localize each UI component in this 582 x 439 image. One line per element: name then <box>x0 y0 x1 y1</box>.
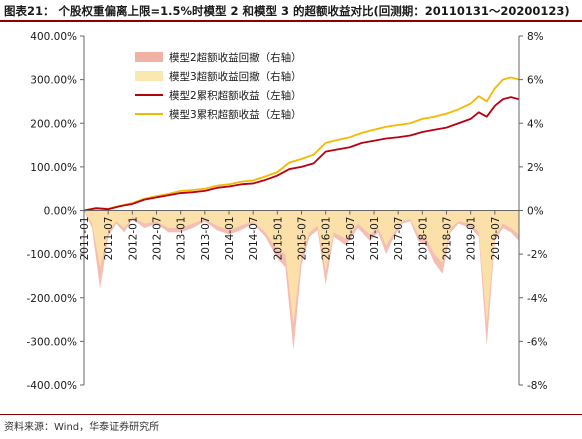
left-tick-label: -300.00% <box>26 336 77 348</box>
right-tick-label: -2% <box>527 249 547 261</box>
model3-drawdown-area <box>84 210 519 324</box>
x-tick-label: 2013-07 <box>200 217 212 261</box>
left-tick-label: -200.00% <box>26 293 77 305</box>
chart-header: 图表21： 个股权重偏离上限=1.5%时模型 2 和模型 3 的超额收益对比(回… <box>0 0 582 24</box>
x-tick-label: 2014-01 <box>224 217 236 261</box>
model3-cumulative-line <box>83 76 520 212</box>
left-tick-label: 200.00% <box>30 118 77 130</box>
left-tick-label: -400.00% <box>26 380 77 392</box>
right-tick-label: -4% <box>527 293 547 305</box>
model2-cumulative-line <box>83 96 520 212</box>
right-tick-label: 2% <box>527 162 544 174</box>
x-tick-label: 2018-01 <box>417 217 429 261</box>
legend-label: 模型2累积超额收益（左轴） <box>169 89 302 102</box>
x-tick-label: 2018-07 <box>442 217 454 261</box>
x-tick-label: 2011-07 <box>103 217 115 261</box>
right-tick-label: 8% <box>527 31 544 43</box>
legend-label: 模型3超额收益回撤（右轴） <box>169 70 302 83</box>
right-tick-label: 6% <box>527 75 544 87</box>
right-tick-label: -8% <box>527 380 547 392</box>
x-tick-label: 2012-01 <box>127 217 139 261</box>
x-tick-label: 2015-07 <box>297 217 309 261</box>
left-tick-label: 300.00% <box>30 75 77 87</box>
x-tick-label: 2011-01 <box>79 217 91 261</box>
x-tick-label: 2017-07 <box>393 217 405 261</box>
x-tick-label: 2017-01 <box>369 217 381 261</box>
right-tick-label: 0% <box>527 206 544 218</box>
x-tick-label: 2016-01 <box>321 217 333 261</box>
title-divider <box>0 20 582 22</box>
legend-label: 模型3累积超额收益（左轴） <box>169 108 302 121</box>
x-tick-label: 2014-07 <box>248 217 260 261</box>
chart-title: 图表21： 个股权重偏离上限=1.5%时模型 2 和模型 3 的超额收益对比(回… <box>4 4 570 18</box>
x-tick-label: 2016-07 <box>345 217 357 261</box>
left-tick-label: 0.00% <box>44 206 77 218</box>
legend-swatch <box>135 71 163 81</box>
drawdown-area-layer <box>84 210 519 351</box>
cumulative-line-layer <box>83 76 520 212</box>
chart-canvas: 400.00% 300.00% 200.00% 100.00% 0.00% -100.00… <box>26 31 547 392</box>
axis-layer: 400.00% 300.00% 200.00% 100.00% 0.00% -100.00… <box>26 31 547 392</box>
x-tick-label: 2013-01 <box>176 217 188 261</box>
left-tick-label: 400.00% <box>30 31 77 43</box>
x-tick-label: 2019-07 <box>490 217 502 261</box>
footer-divider <box>0 414 582 415</box>
legend-label: 模型2超额收益回撤（右轴） <box>169 51 302 64</box>
x-tick-label: 2015-01 <box>272 217 284 261</box>
right-tick-label: 4% <box>527 118 544 130</box>
x-tick-label: 2019-01 <box>466 216 478 260</box>
x-tick-label: 2012-07 <box>152 217 164 261</box>
chart-legend: 模型2超额收益回撤（右轴） 模型3超额收益回撤（右轴） 模型2累积超额收益（左轴） 模… <box>135 51 302 121</box>
legend-swatch <box>135 52 163 62</box>
left-tick-label: -100.00% <box>26 249 77 261</box>
right-tick-label: -6% <box>527 336 547 348</box>
left-tick-label: 100.00% <box>30 162 77 174</box>
source-note: 资料来源：Wind，华泰证券研究所 <box>4 422 160 433</box>
